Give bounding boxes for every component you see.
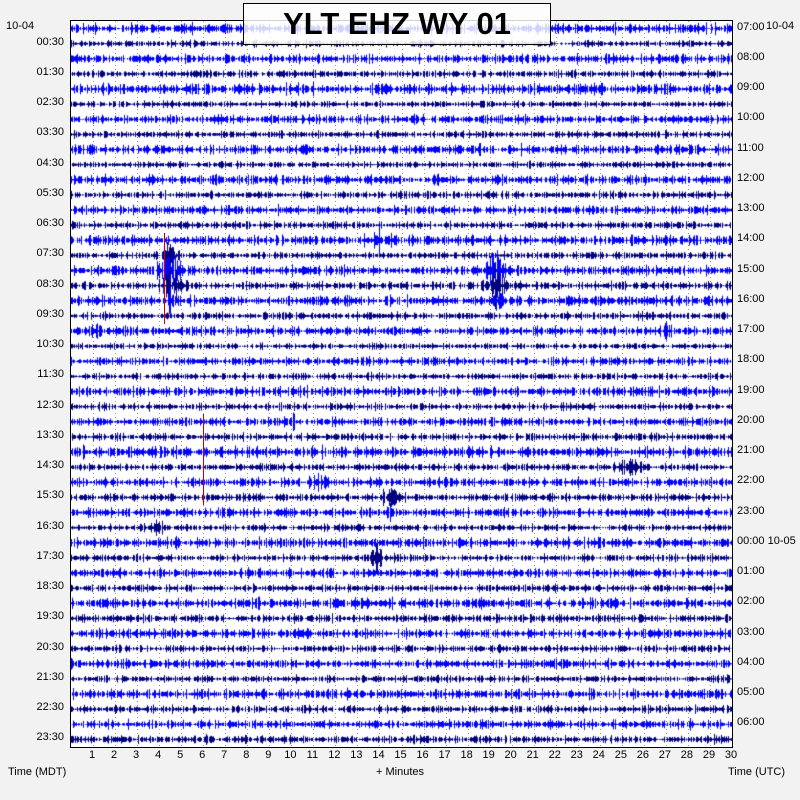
- left-time-label: 01:30: [36, 65, 64, 78]
- minute-tick-label: 29: [702, 749, 716, 761]
- trace-canvas-area: [71, 21, 732, 747]
- right-time-label: 20:00: [737, 413, 765, 426]
- right-time-label: 00:00 10-05: [737, 534, 796, 547]
- left-time-label: 11:30: [37, 368, 64, 381]
- left-time-label: 16:30: [36, 519, 64, 532]
- right-time-label: 08:00: [737, 50, 765, 63]
- date-label-left: 10-04: [6, 20, 35, 32]
- minute-tick-label: 17: [438, 749, 451, 761]
- left-time-label: 19:30: [36, 610, 64, 623]
- left-time-label: 10:30: [36, 338, 64, 351]
- right-time-label: 15:00: [737, 262, 765, 275]
- minute-tick-label: 22: [548, 749, 561, 761]
- left-time-label: 03:30: [36, 126, 64, 139]
- minute-tick-label: 3: [133, 749, 140, 761]
- minute-tick-label: 6: [199, 749, 206, 761]
- helicorder-plot[interactable]: [70, 20, 733, 748]
- right-time-label: 05:00: [737, 686, 765, 699]
- left-time-label: 20:30: [36, 640, 64, 653]
- right-time-label: 14:00: [737, 232, 765, 245]
- left-time-label: 22:30: [36, 701, 64, 714]
- axis-title-left: Time (MDT): [8, 766, 67, 778]
- axis-title-right: Time (UTC): [728, 766, 786, 778]
- pick-marker-line: [203, 414, 204, 505]
- left-time-label: 02:30: [36, 96, 64, 109]
- minute-tick-label: 4: [155, 749, 162, 761]
- right-time-label: 01:00: [737, 565, 765, 578]
- page-title: YLT EHZ WY 01: [283, 6, 511, 41]
- minute-tick-label: 15: [394, 749, 407, 761]
- minute-tick-label: 24: [592, 749, 605, 761]
- minute-tick-label: 19: [482, 749, 495, 761]
- left-time-label: 05:30: [36, 186, 64, 199]
- minute-tick-label: 21: [526, 749, 539, 761]
- right-time-label: 04:00: [737, 655, 765, 668]
- minute-tick-label: 5: [177, 749, 184, 761]
- pick-marker-line: [164, 233, 165, 324]
- right-time-label: 18:00: [737, 353, 765, 366]
- minute-tick-label: 28: [680, 749, 694, 761]
- minute-tick-label: 13: [350, 749, 363, 761]
- minute-tick-label: 10: [284, 749, 297, 761]
- right-time-label: 03:00: [737, 625, 765, 638]
- right-time-label: 07:00: [737, 20, 765, 33]
- minute-tick-label: 9: [265, 749, 272, 761]
- minute-tick-label: 2: [111, 749, 118, 761]
- minute-tick-label: 18: [460, 749, 473, 761]
- left-time-label: 04:30: [36, 156, 64, 169]
- left-time-label: 17:30: [36, 549, 64, 562]
- left-time-label: 14:30: [36, 459, 64, 472]
- minute-tick-labels: 1 2 3 4 5 6 7 8 9 10 11 12 13 14 15 16 17 18 19 20 21 22 23 24 2…: [0, 749, 800, 765]
- right-time-label: 17:00: [737, 323, 765, 336]
- right-time-label: 02:00: [737, 595, 765, 608]
- left-time-label: 12:30: [36, 398, 64, 411]
- left-time-label: 15:30: [36, 489, 64, 502]
- minute-tick-label: 23: [570, 749, 583, 761]
- right-time-label: 06:00: [737, 716, 765, 729]
- right-time-label: 16:00: [737, 292, 765, 305]
- minute-tick-label: 30: [724, 749, 738, 761]
- minute-tick-label: 1: [88, 749, 96, 761]
- right-time-label: 13:00: [737, 202, 765, 215]
- right-time-label: 12:00: [737, 171, 765, 184]
- minute-tick-label: 20: [504, 749, 517, 761]
- left-time-label: 21:30: [36, 670, 64, 683]
- seismic-traces: [71, 21, 732, 747]
- left-time-label: 08:30: [36, 277, 64, 290]
- right-time-label: 09:00: [737, 81, 765, 94]
- minute-tick-label: 27: [658, 749, 672, 761]
- minute-tick-label: 7: [221, 749, 228, 761]
- left-time-label: 06:30: [36, 217, 64, 230]
- minute-tick-label: 12: [328, 749, 341, 761]
- left-time-label: 13:30: [36, 428, 64, 441]
- minute-tick-label: 14: [372, 749, 385, 761]
- right-time-label: 23:00: [737, 504, 765, 517]
- minute-tick-label: 8: [243, 749, 250, 761]
- minute-tick-label: 26: [636, 749, 649, 761]
- left-time-label: 07:30: [36, 247, 64, 260]
- minute-tick-label: 25: [614, 749, 627, 761]
- axis-title-bottom: + Minutes: [376, 766, 424, 778]
- right-time-label: 19:00: [737, 383, 765, 396]
- minute-tick-label: 16: [416, 749, 429, 761]
- right-time-label: 22:00: [737, 474, 765, 487]
- minute-tick-label: 11: [306, 749, 319, 761]
- right-time-label: 21:00: [737, 444, 765, 457]
- right-time-label: 11:00: [737, 141, 764, 154]
- left-time-label: 00:30: [36, 35, 64, 48]
- left-time-label: 18:30: [36, 580, 64, 593]
- left-time-label: 09:30: [36, 307, 64, 320]
- right-time-label: 10:00: [737, 111, 765, 124]
- date-label-right: 10-04: [766, 20, 795, 32]
- left-time-label: 23:30: [36, 731, 64, 744]
- title-plate: YLT EHZ WY 01: [243, 3, 551, 45]
